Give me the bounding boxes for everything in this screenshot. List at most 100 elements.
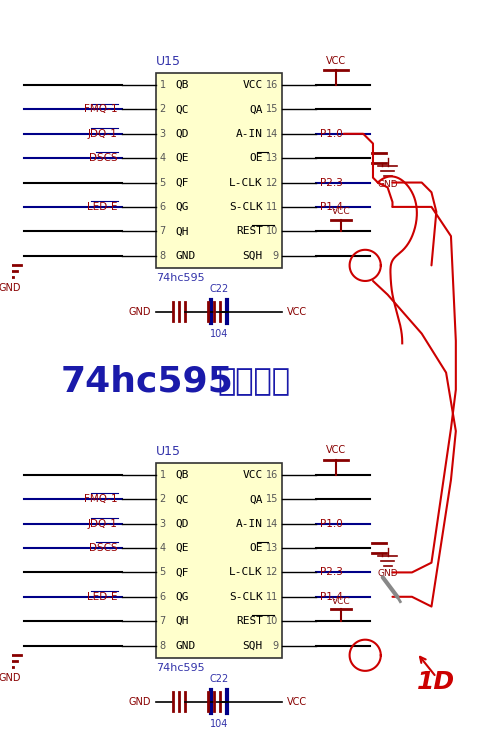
Text: QH: QH — [175, 616, 189, 626]
Text: 10: 10 — [266, 226, 279, 236]
Text: 15: 15 — [266, 494, 279, 505]
Text: 13: 13 — [266, 153, 279, 163]
Text: QF: QF — [175, 178, 189, 187]
Text: 1: 1 — [160, 470, 165, 480]
Text: 7: 7 — [160, 616, 166, 626]
Text: REST: REST — [236, 616, 263, 626]
Text: 1: 1 — [160, 80, 165, 90]
Text: 11: 11 — [266, 592, 279, 602]
Text: 7: 7 — [160, 226, 166, 236]
FancyBboxPatch shape — [156, 463, 283, 657]
Text: QG: QG — [175, 202, 189, 212]
Text: C22: C22 — [209, 674, 228, 684]
Text: 6: 6 — [160, 202, 165, 212]
Text: GND: GND — [128, 697, 151, 706]
Text: QE: QE — [175, 153, 189, 163]
Text: 8: 8 — [160, 251, 165, 261]
Text: P2.3: P2.3 — [320, 568, 343, 578]
Text: A-IN: A-IN — [236, 519, 263, 529]
Text: QF: QF — [175, 568, 189, 578]
Text: QC: QC — [175, 105, 189, 114]
Text: QD: QD — [175, 129, 189, 139]
Text: GND: GND — [0, 283, 20, 293]
Text: U15: U15 — [156, 445, 181, 458]
Text: S-CLK: S-CLK — [229, 202, 263, 212]
Text: 3: 3 — [160, 519, 165, 529]
Text: S-CLK: S-CLK — [229, 592, 263, 602]
Text: OE: OE — [249, 543, 263, 553]
FancyBboxPatch shape — [156, 73, 283, 268]
Text: VCC: VCC — [326, 446, 346, 456]
Text: 12: 12 — [266, 178, 279, 187]
Text: VCC: VCC — [326, 56, 346, 66]
Text: 104: 104 — [210, 329, 228, 339]
Text: QA: QA — [249, 105, 263, 114]
Text: P1.4: P1.4 — [320, 592, 343, 602]
Text: VCC: VCC — [287, 697, 307, 706]
Text: 6: 6 — [160, 592, 165, 602]
Text: QH: QH — [175, 226, 189, 236]
Text: QA: QA — [249, 494, 263, 505]
Text: 14: 14 — [266, 129, 279, 139]
Text: FMQ-1: FMQ-1 — [84, 105, 118, 114]
Text: 5: 5 — [160, 568, 166, 578]
Text: FMQ-1: FMQ-1 — [84, 494, 118, 505]
Text: QB: QB — [175, 80, 189, 90]
Text: 5: 5 — [160, 178, 166, 187]
Text: 4: 4 — [160, 543, 165, 553]
Text: 104: 104 — [210, 719, 228, 729]
Text: SQH: SQH — [243, 641, 263, 651]
Text: QC: QC — [175, 494, 189, 505]
Text: JDQ-1: JDQ-1 — [88, 129, 118, 139]
Text: GND: GND — [0, 673, 20, 683]
Text: P2.3: P2.3 — [320, 178, 343, 187]
Text: U15: U15 — [156, 55, 181, 68]
Text: VCC: VCC — [287, 306, 307, 317]
Text: 16: 16 — [266, 470, 279, 480]
Text: LED-E: LED-E — [87, 592, 118, 602]
Text: QE: QE — [175, 543, 189, 553]
Text: P1.4: P1.4 — [320, 202, 343, 212]
Text: OE: OE — [249, 153, 263, 163]
Text: GND: GND — [377, 569, 398, 578]
Text: 74hc595: 74hc595 — [156, 273, 204, 282]
Text: QD: QD — [175, 519, 189, 529]
Text: L-CLK: L-CLK — [229, 568, 263, 578]
Text: REST: REST — [236, 226, 263, 236]
Text: 9: 9 — [272, 641, 279, 651]
Text: DSCS: DSCS — [89, 153, 118, 163]
Text: 16: 16 — [266, 80, 279, 90]
Text: DSCS: DSCS — [89, 543, 118, 553]
Text: VCC: VCC — [331, 206, 350, 215]
Text: GND: GND — [175, 641, 195, 651]
Text: 2: 2 — [160, 105, 166, 114]
Text: QG: QG — [175, 592, 189, 602]
Text: 4: 4 — [160, 153, 165, 163]
Text: 12: 12 — [266, 568, 279, 578]
Text: VCC: VCC — [331, 596, 350, 605]
Text: 1D: 1D — [417, 670, 455, 694]
Text: C22: C22 — [209, 284, 228, 294]
Text: 2: 2 — [160, 494, 166, 505]
Text: 11: 11 — [266, 202, 279, 212]
Text: P1.0: P1.0 — [320, 519, 343, 529]
Text: GND: GND — [128, 306, 151, 317]
Text: LED-E: LED-E — [87, 202, 118, 212]
Text: JDQ-1: JDQ-1 — [88, 519, 118, 529]
Text: GND: GND — [175, 251, 195, 261]
Text: L-CLK: L-CLK — [229, 178, 263, 187]
Text: 10: 10 — [266, 616, 279, 626]
Text: GND: GND — [377, 180, 398, 188]
Text: QB: QB — [175, 470, 189, 480]
Text: 74hc595: 74hc595 — [61, 365, 234, 399]
Text: SQH: SQH — [243, 251, 263, 261]
Text: 74hc595: 74hc595 — [156, 663, 204, 672]
Text: A-IN: A-IN — [236, 129, 263, 139]
Text: 14: 14 — [266, 519, 279, 529]
Text: 控制电路: 控制电路 — [217, 367, 290, 396]
Text: VCC: VCC — [243, 470, 263, 480]
Text: VCC: VCC — [243, 80, 263, 90]
Text: 15: 15 — [266, 105, 279, 114]
Text: 13: 13 — [266, 543, 279, 553]
Text: P1.0: P1.0 — [320, 129, 343, 139]
